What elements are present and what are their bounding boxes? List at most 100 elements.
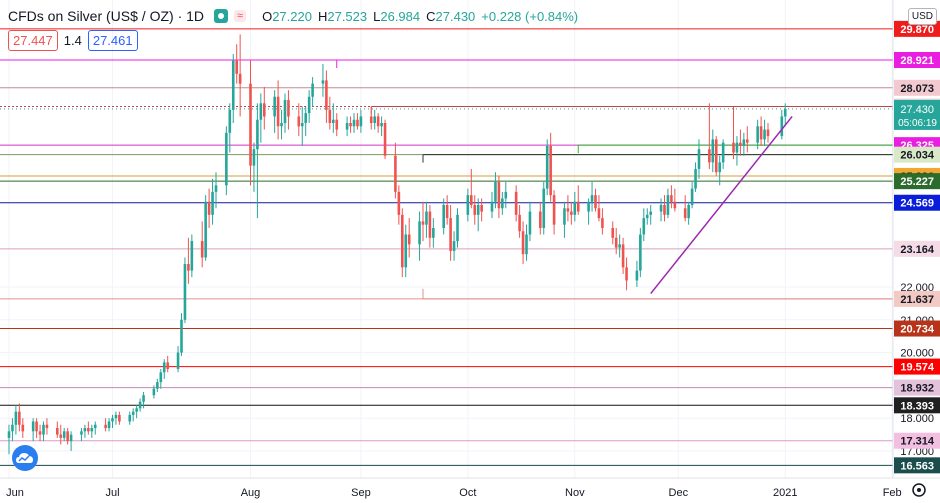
candle-body[interactable] <box>742 139 746 146</box>
candle-body[interactable] <box>166 362 169 369</box>
candle-body[interactable] <box>228 109 232 133</box>
candle-body[interactable] <box>225 132 228 186</box>
candle-body[interactable] <box>501 198 504 209</box>
candle-body[interactable] <box>645 214 649 219</box>
candle-body[interactable] <box>59 434 63 438</box>
candle-body[interactable] <box>473 205 477 215</box>
candle-body[interactable] <box>576 201 580 212</box>
candle-body[interactable] <box>614 237 618 248</box>
candle-body[interactable] <box>180 319 183 353</box>
time-axis[interactable] <box>0 478 940 503</box>
candle-body[interactable] <box>107 421 111 429</box>
candle-body[interactable] <box>238 73 242 84</box>
candle-body[interactable] <box>418 221 421 245</box>
gear-icon[interactable] <box>912 483 926 497</box>
candle-body[interactable] <box>404 234 408 268</box>
candle-body[interactable] <box>732 142 735 153</box>
candle-body[interactable] <box>352 119 356 127</box>
candle-body[interactable] <box>759 126 763 140</box>
candle-body[interactable] <box>18 411 21 425</box>
level-price-tag[interactable] <box>894 79 940 96</box>
candle-body[interactable] <box>601 218 604 228</box>
candle-body[interactable] <box>325 80 328 110</box>
candle-body[interactable] <box>401 214 404 268</box>
candle-body[interactable] <box>611 227 615 238</box>
candle-body[interactable] <box>111 418 114 422</box>
candle-body[interactable] <box>45 424 49 429</box>
candle-body[interactable] <box>87 428 90 432</box>
candle-body[interactable] <box>480 205 483 212</box>
candle-body[interactable] <box>142 395 145 402</box>
candle-body[interactable] <box>746 139 749 143</box>
candle-body[interactable] <box>14 411 18 425</box>
candle-body[interactable] <box>156 382 159 389</box>
candle-body[interactable] <box>739 142 742 146</box>
candle-body[interactable] <box>763 129 766 140</box>
candle-body[interactable] <box>42 424 45 435</box>
candle-body[interactable] <box>590 195 594 202</box>
candle-body[interactable] <box>490 201 494 212</box>
candle-body[interactable] <box>307 96 311 114</box>
candle-body[interactable] <box>83 428 87 432</box>
candle-body[interactable] <box>549 145 552 196</box>
candle-body[interactable] <box>670 195 673 202</box>
candle-body[interactable] <box>80 431 83 435</box>
candle-body[interactable] <box>466 195 470 215</box>
buy-price-button[interactable]: 27.461 <box>87 30 138 51</box>
candle-body[interactable] <box>131 411 135 415</box>
candle-body[interactable] <box>690 188 694 205</box>
candle-body[interactable] <box>552 195 556 225</box>
compare-icon[interactable]: ≈ <box>234 10 247 22</box>
candle-body[interactable] <box>273 96 276 117</box>
candle-body[interactable] <box>66 431 69 442</box>
candle-body[interactable] <box>494 182 497 202</box>
candle-body[interactable] <box>783 108 787 117</box>
candle-body[interactable] <box>138 401 142 409</box>
candle-body[interactable] <box>176 352 180 369</box>
candle-body[interactable] <box>594 195 597 209</box>
candle-body[interactable] <box>21 424 25 432</box>
candle-body[interactable] <box>542 188 546 228</box>
candle-body[interactable] <box>304 113 307 123</box>
candle-body[interactable] <box>504 191 508 199</box>
candle-body[interactable] <box>587 201 590 212</box>
candle-body[interactable] <box>735 142 739 153</box>
symbol-title[interactable]: CFDs on Silver (US$ / OZ) · 1D <box>8 8 205 24</box>
candle-body[interactable] <box>780 116 784 137</box>
candle-body[interactable] <box>35 421 38 432</box>
level-price-tag[interactable] <box>894 432 940 449</box>
candle-body[interactable] <box>497 182 501 209</box>
candle-body[interactable] <box>56 428 59 435</box>
candle-body[interactable] <box>625 267 628 281</box>
candle-body[interactable] <box>118 414 121 422</box>
candle-body[interactable] <box>297 116 301 127</box>
level-price-tag[interactable] <box>894 457 940 474</box>
candle-body[interactable] <box>452 241 456 251</box>
candle-body[interactable] <box>714 139 718 173</box>
candle-body[interactable] <box>428 211 432 238</box>
candle-body[interactable] <box>642 218 646 235</box>
candle-body[interactable] <box>525 234 528 255</box>
candle-body[interactable] <box>252 149 256 166</box>
candle-body[interactable] <box>287 100 290 117</box>
candle-body[interactable] <box>7 431 11 438</box>
candle-body[interactable] <box>31 421 35 432</box>
tradingview-cloud-icon[interactable] <box>12 445 38 471</box>
candle-body[interactable] <box>11 424 14 432</box>
candle-body[interactable] <box>663 205 666 215</box>
eye-icon[interactable] <box>214 9 229 23</box>
candle-body[interactable] <box>687 205 690 219</box>
support-trendline[interactable] <box>650 115 793 295</box>
candle-body[interactable] <box>38 431 42 435</box>
candle-body[interactable] <box>369 116 373 123</box>
level-price-tag[interactable] <box>894 358 940 375</box>
candle-body[interactable] <box>207 201 211 215</box>
candle-body[interactable] <box>445 205 449 219</box>
candle-body[interactable] <box>721 142 725 163</box>
sell-price-button[interactable]: 27.447 <box>8 30 58 51</box>
candle-body[interactable] <box>425 211 428 225</box>
level-price-tag[interactable] <box>894 290 940 307</box>
candle-body[interactable] <box>359 116 363 127</box>
candle-body[interactable] <box>332 119 335 123</box>
